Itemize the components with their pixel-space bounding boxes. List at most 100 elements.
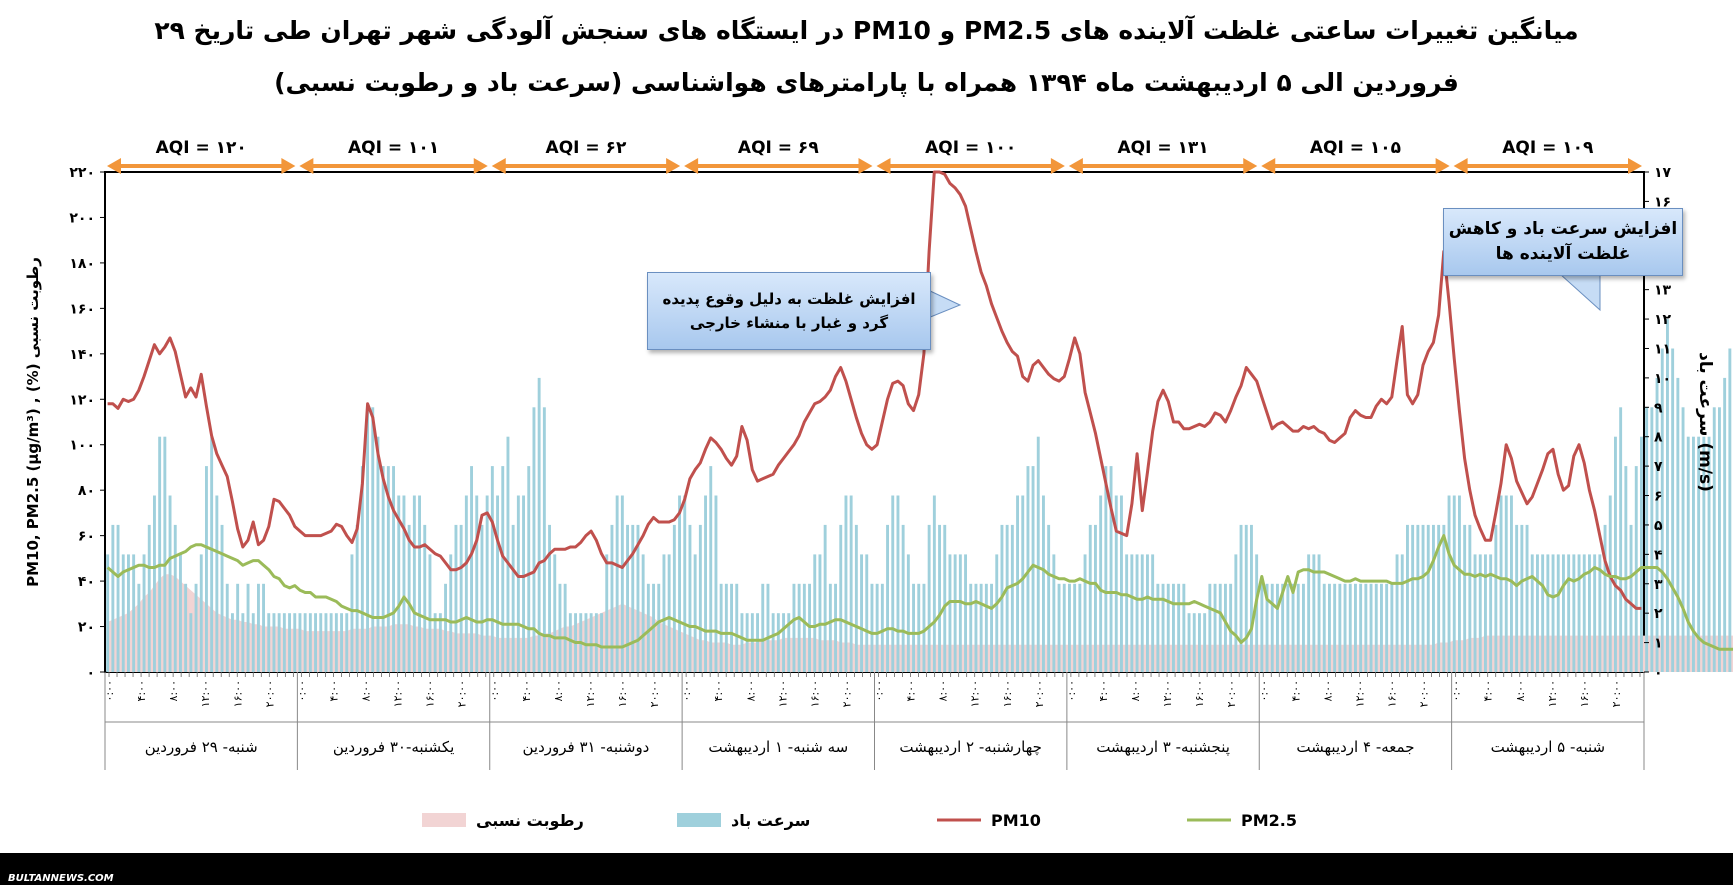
hour-label: ۸:۰۰ [360, 680, 373, 701]
aqi-label: AQI = ۱۰۹ [1502, 138, 1594, 158]
hour-label: ۴:۰۰ [1289, 680, 1302, 701]
hour-label: ۱۲:۰۰ [1161, 680, 1174, 707]
wind-bar [891, 495, 895, 672]
wind-bar [563, 583, 567, 672]
wind-bar [1588, 554, 1591, 672]
wind-bar [969, 583, 973, 672]
wind-bar [412, 495, 416, 672]
wind-bar [1364, 583, 1368, 672]
wind-bar [657, 583, 661, 672]
hour-label: ۱۶:۰۰ [231, 680, 244, 707]
left-axis-tick-label: ۸۰ [78, 483, 95, 499]
wind-bar [418, 495, 421, 672]
wind-bar [132, 554, 136, 672]
wind-bar [1608, 495, 1612, 672]
wind-bar [262, 583, 265, 672]
wind-bar [1130, 554, 1134, 672]
wind-bar [501, 466, 505, 672]
wind-bar [750, 613, 754, 672]
wind-bar [163, 436, 167, 672]
wind-bar [782, 613, 785, 672]
wind-bar [381, 466, 385, 672]
hour-label: ۴:۰۰ [327, 680, 340, 701]
hour-label: ۰:۰۰ [1065, 680, 1078, 701]
wind-bar [189, 613, 193, 672]
hour-label: ۰:۰۰ [1257, 680, 1270, 701]
right-axis-title: سرعت باد (m/s) [1695, 352, 1715, 492]
wind-bar [839, 524, 843, 672]
wind-bar [1712, 407, 1716, 672]
wind-bar [1390, 583, 1394, 672]
aqi-arrow-left-head [1068, 158, 1083, 174]
pm25-line [106, 534, 1733, 651]
wind-bar [1556, 554, 1560, 672]
aqi-arrow-right-head [666, 158, 681, 174]
wind-bar [1406, 524, 1409, 672]
dust-event-callout-line1: افزایش غلظت به دلیل وقوع پدیده [662, 290, 916, 308]
wind-bar [1728, 348, 1732, 672]
day-label: یکشنبه-۳۰ فروردین [333, 738, 454, 756]
wind-bar [1385, 583, 1389, 672]
wind-bar [1343, 583, 1347, 672]
wind-bar [1541, 554, 1545, 672]
wind-bar [1104, 466, 1108, 672]
wind-bar [542, 407, 546, 672]
left-axis-tick-label: ۰ [86, 665, 95, 681]
wind-bar [1244, 524, 1248, 672]
aqi-arrow-right-head [1628, 158, 1642, 174]
wind-bar [153, 495, 156, 672]
wind-bar [626, 524, 629, 672]
wind-bar [1478, 554, 1482, 672]
wind-bar [979, 583, 983, 672]
wind-bar [1172, 583, 1175, 672]
wind-bar [1458, 495, 1461, 672]
wind-bar [1229, 583, 1233, 672]
right-axis-tick-label: ۳ [1654, 577, 1663, 593]
wind-bar [1234, 554, 1238, 672]
wind-bar [932, 495, 936, 672]
right-axis-tick-label: ۴ [1654, 547, 1663, 563]
wind-bar [1546, 554, 1550, 672]
wind-bar [1504, 495, 1508, 672]
wind-bar [1432, 524, 1435, 672]
wind-bar [485, 495, 489, 672]
day-label: شنبه- ۵ اردیبهشت [1491, 738, 1606, 756]
aqi-arrow-left-head [1261, 158, 1276, 174]
hour-label: ۴:۰۰ [520, 680, 533, 701]
wind-bar [1551, 554, 1555, 672]
wind-bar [179, 554, 182, 672]
wind-bar [231, 613, 234, 672]
wind-bar [724, 583, 728, 672]
wind-bar [1629, 524, 1633, 672]
wind-bar [776, 613, 780, 672]
right-axis-tick-label: ۷ [1654, 459, 1663, 475]
wind-bar [121, 554, 125, 672]
wind-bar [1666, 319, 1669, 672]
wind-bar [1224, 583, 1227, 672]
wind-bar [1062, 583, 1066, 672]
wind-bar [282, 613, 286, 672]
wind-bar [1380, 583, 1383, 672]
wind-bar [1640, 436, 1643, 672]
wind-bar [896, 495, 900, 672]
left-axis-tick-label: ۱۰۰ [69, 438, 95, 454]
legend-swatch [677, 813, 721, 827]
wind-bar [953, 554, 957, 672]
wind-bar [293, 613, 297, 672]
wind-bar [688, 524, 692, 672]
wind-bar [1598, 554, 1602, 672]
right-axis-tick-label: ۸ [1654, 430, 1663, 446]
aqi-arrow-left-head [107, 158, 121, 174]
wind-bar [1671, 348, 1675, 672]
wind-bar [1681, 407, 1685, 672]
legend-label: رطوبت نسبی [476, 811, 584, 830]
hour-label: ۱۲:۰۰ [969, 680, 982, 707]
wind-bar [1005, 524, 1009, 672]
wind-bar [334, 613, 338, 672]
wind-bar [111, 524, 115, 672]
wind-bar [444, 583, 447, 672]
wind-bar [1260, 583, 1264, 672]
wind-bar [641, 554, 645, 672]
day-label: پنجشنبه- ۳ اردیبهشت [1096, 738, 1230, 757]
wind-bar [1463, 524, 1467, 672]
